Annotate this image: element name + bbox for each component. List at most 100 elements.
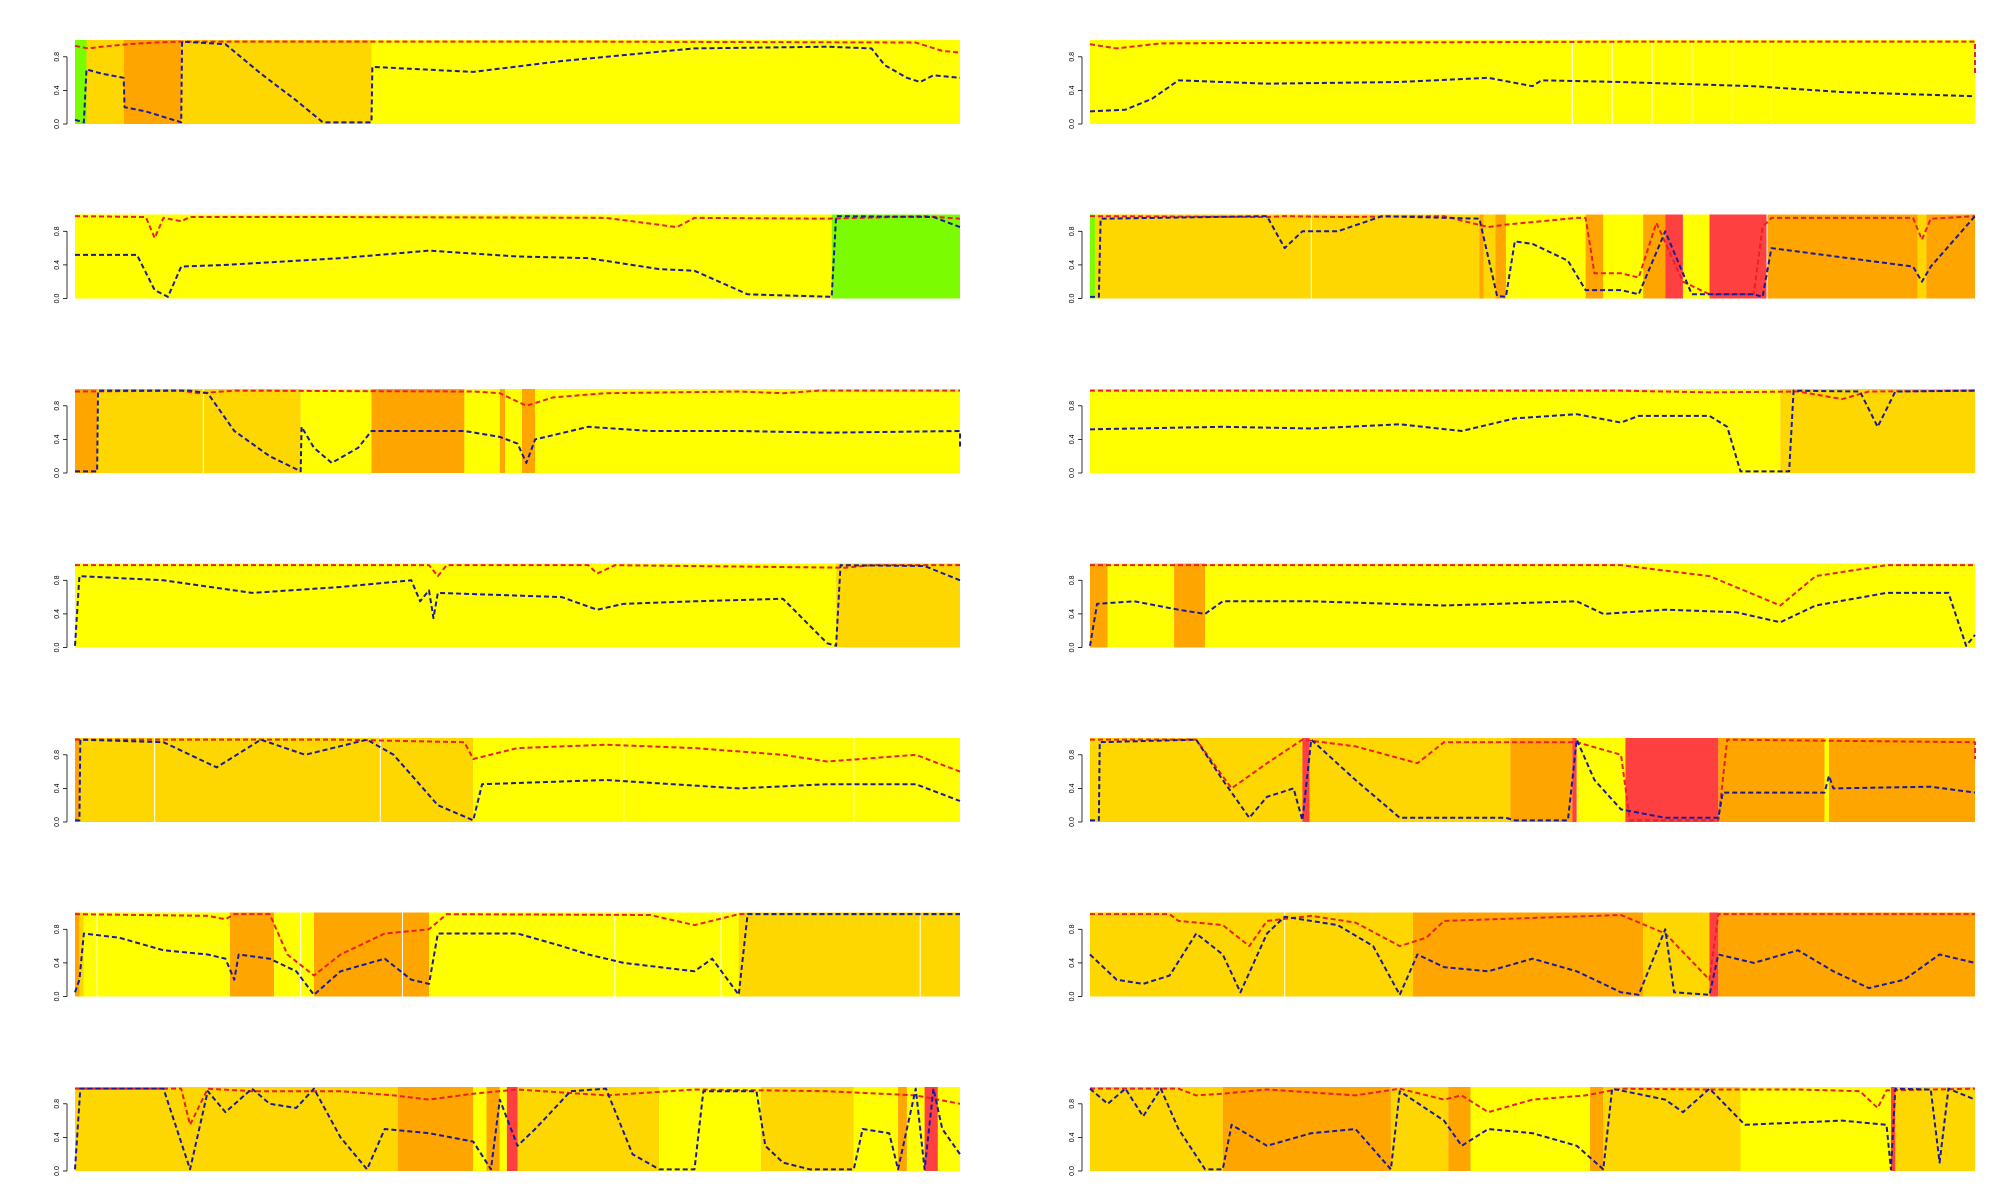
series-line-lower bbox=[75, 389, 961, 473]
segment-gold bbox=[1390, 1087, 1449, 1171]
series-line-upper bbox=[75, 1087, 961, 1126]
segment-gold bbox=[86, 40, 124, 124]
y-tick-label: 0.0 bbox=[54, 294, 61, 304]
y-tick-label: 0.8 bbox=[54, 575, 61, 585]
series-line-upper bbox=[1089, 40, 1976, 74]
y-tick-label: 0.0 bbox=[54, 1166, 61, 1176]
segment-gold bbox=[1483, 214, 1496, 299]
segment-red bbox=[1625, 738, 1719, 822]
y-tick-label: 0.8 bbox=[54, 1099, 61, 1109]
segment-orange bbox=[398, 1087, 474, 1171]
segment-yellow bbox=[300, 389, 372, 473]
series-line-upper bbox=[1089, 215, 1976, 296]
y-tick-label: 0.0 bbox=[54, 817, 61, 827]
segment-orange bbox=[75, 738, 80, 822]
panel-14: 0.0 0.4 0.8 bbox=[1069, 1087, 1976, 1176]
series-line-lower bbox=[1090, 738, 1976, 822]
y-tick-label: 0.0 bbox=[1069, 643, 1076, 653]
segment-yellow bbox=[1505, 214, 1586, 299]
segment-orange bbox=[486, 1087, 500, 1171]
y-tick-label: 0.4 bbox=[54, 609, 61, 619]
segment-gold bbox=[1895, 1087, 1975, 1171]
segment-orange bbox=[75, 389, 98, 473]
segment-red bbox=[1302, 738, 1310, 822]
segment-red bbox=[1665, 214, 1683, 299]
y-tick-label: 0.0 bbox=[54, 643, 61, 653]
y-tick-label: 0.0 bbox=[54, 992, 61, 1002]
panel-10: 0.0 0.4 0.8 bbox=[1069, 738, 1976, 827]
segment-orange bbox=[313, 912, 429, 997]
segment-gold bbox=[517, 1087, 660, 1171]
series-line-lower bbox=[74, 913, 960, 996]
y-tick-label: 0.8 bbox=[54, 924, 61, 934]
segment-yellow bbox=[1740, 1087, 1891, 1171]
segment-orange bbox=[1718, 912, 1975, 997]
series-line-lower bbox=[74, 1087, 961, 1171]
segment-yellow bbox=[505, 389, 522, 473]
segment-yellow bbox=[1603, 214, 1644, 299]
y-tick-label: 0.4 bbox=[1069, 783, 1076, 793]
panel-2: 0.0 0.4 0.8 bbox=[1069, 40, 1976, 129]
segment-orange bbox=[1174, 563, 1206, 648]
segment-gold bbox=[1603, 1087, 1741, 1171]
segment-gold bbox=[1090, 1087, 1223, 1171]
segment-yellow bbox=[274, 912, 314, 997]
y-tick-label: 0.4 bbox=[54, 958, 61, 968]
segment-yellow bbox=[1205, 563, 1975, 648]
segment-gold bbox=[97, 389, 301, 473]
series-line-upper bbox=[1090, 564, 1975, 607]
y-tick-label: 0.0 bbox=[54, 119, 61, 129]
segment-orange bbox=[1094, 563, 1108, 648]
segment-red bbox=[1709, 214, 1768, 299]
segment-orange bbox=[1828, 738, 1975, 822]
segment-orange bbox=[1495, 214, 1506, 299]
segment-orange bbox=[229, 912, 275, 997]
y-tick-label: 0.4 bbox=[54, 434, 61, 444]
segment-orange bbox=[1413, 912, 1644, 997]
y-tick-label: 0.8 bbox=[54, 750, 61, 760]
segment-red bbox=[924, 1087, 938, 1171]
segment-gold bbox=[1780, 389, 1975, 473]
y-tick-label: 0.0 bbox=[1069, 1166, 1076, 1176]
segment-orange bbox=[1590, 1087, 1604, 1171]
y-tick-label: 0.0 bbox=[54, 468, 61, 478]
segment-gold bbox=[79, 738, 474, 822]
segment-gold bbox=[1095, 214, 1480, 299]
series-line-upper bbox=[1090, 913, 1975, 981]
segment-orange bbox=[1510, 738, 1573, 822]
panel-9: 0.0 0.4 0.8 bbox=[54, 738, 961, 827]
series-line-upper bbox=[74, 913, 960, 977]
y-tick-label: 0.4 bbox=[1069, 1132, 1076, 1142]
segment-gold bbox=[1309, 738, 1511, 822]
segment-red bbox=[1572, 738, 1577, 822]
series-line-lower bbox=[1090, 215, 1976, 298]
segment-orange bbox=[898, 1087, 907, 1171]
segment-yellow bbox=[1824, 738, 1829, 822]
panel-11: 0.0 0.4 0.8 bbox=[54, 912, 960, 1002]
y-tick-label: 0.8 bbox=[54, 226, 61, 236]
segment-yellow bbox=[937, 1087, 961, 1171]
y-tick-label: 0.4 bbox=[1069, 958, 1076, 968]
segment-orange bbox=[1643, 214, 1666, 299]
y-tick-label: 0.8 bbox=[1069, 750, 1076, 760]
y-tick-label: 0.8 bbox=[1069, 575, 1076, 585]
segment-yellow bbox=[473, 738, 960, 822]
y-tick-label: 0.4 bbox=[1069, 609, 1076, 619]
segment-orange bbox=[75, 912, 80, 997]
series-line-lower bbox=[1089, 76, 1976, 113]
segment-yellow bbox=[499, 1087, 507, 1171]
panel-8: 0.0 0.4 0.8 bbox=[1069, 563, 1976, 653]
segment-yellow bbox=[75, 214, 832, 299]
segment-red bbox=[1709, 912, 1719, 997]
segment-gold bbox=[760, 1087, 854, 1171]
y-tick-label: 0.4 bbox=[54, 1132, 61, 1142]
series-line-upper bbox=[74, 40, 961, 54]
segment-yellow bbox=[1090, 389, 1781, 473]
y-tick-label: 0.8 bbox=[1069, 226, 1076, 236]
panel-5: 0.0 0.4 0.8 bbox=[54, 389, 961, 478]
panel-6: 0.0 0.4 0.8 bbox=[1069, 389, 1976, 478]
y-tick-label: 0.0 bbox=[1069, 468, 1076, 478]
panel-4: 0.0 0.4 0.8 bbox=[1069, 214, 1976, 303]
segment-orange bbox=[371, 389, 465, 473]
segment-orange bbox=[1767, 214, 1918, 299]
